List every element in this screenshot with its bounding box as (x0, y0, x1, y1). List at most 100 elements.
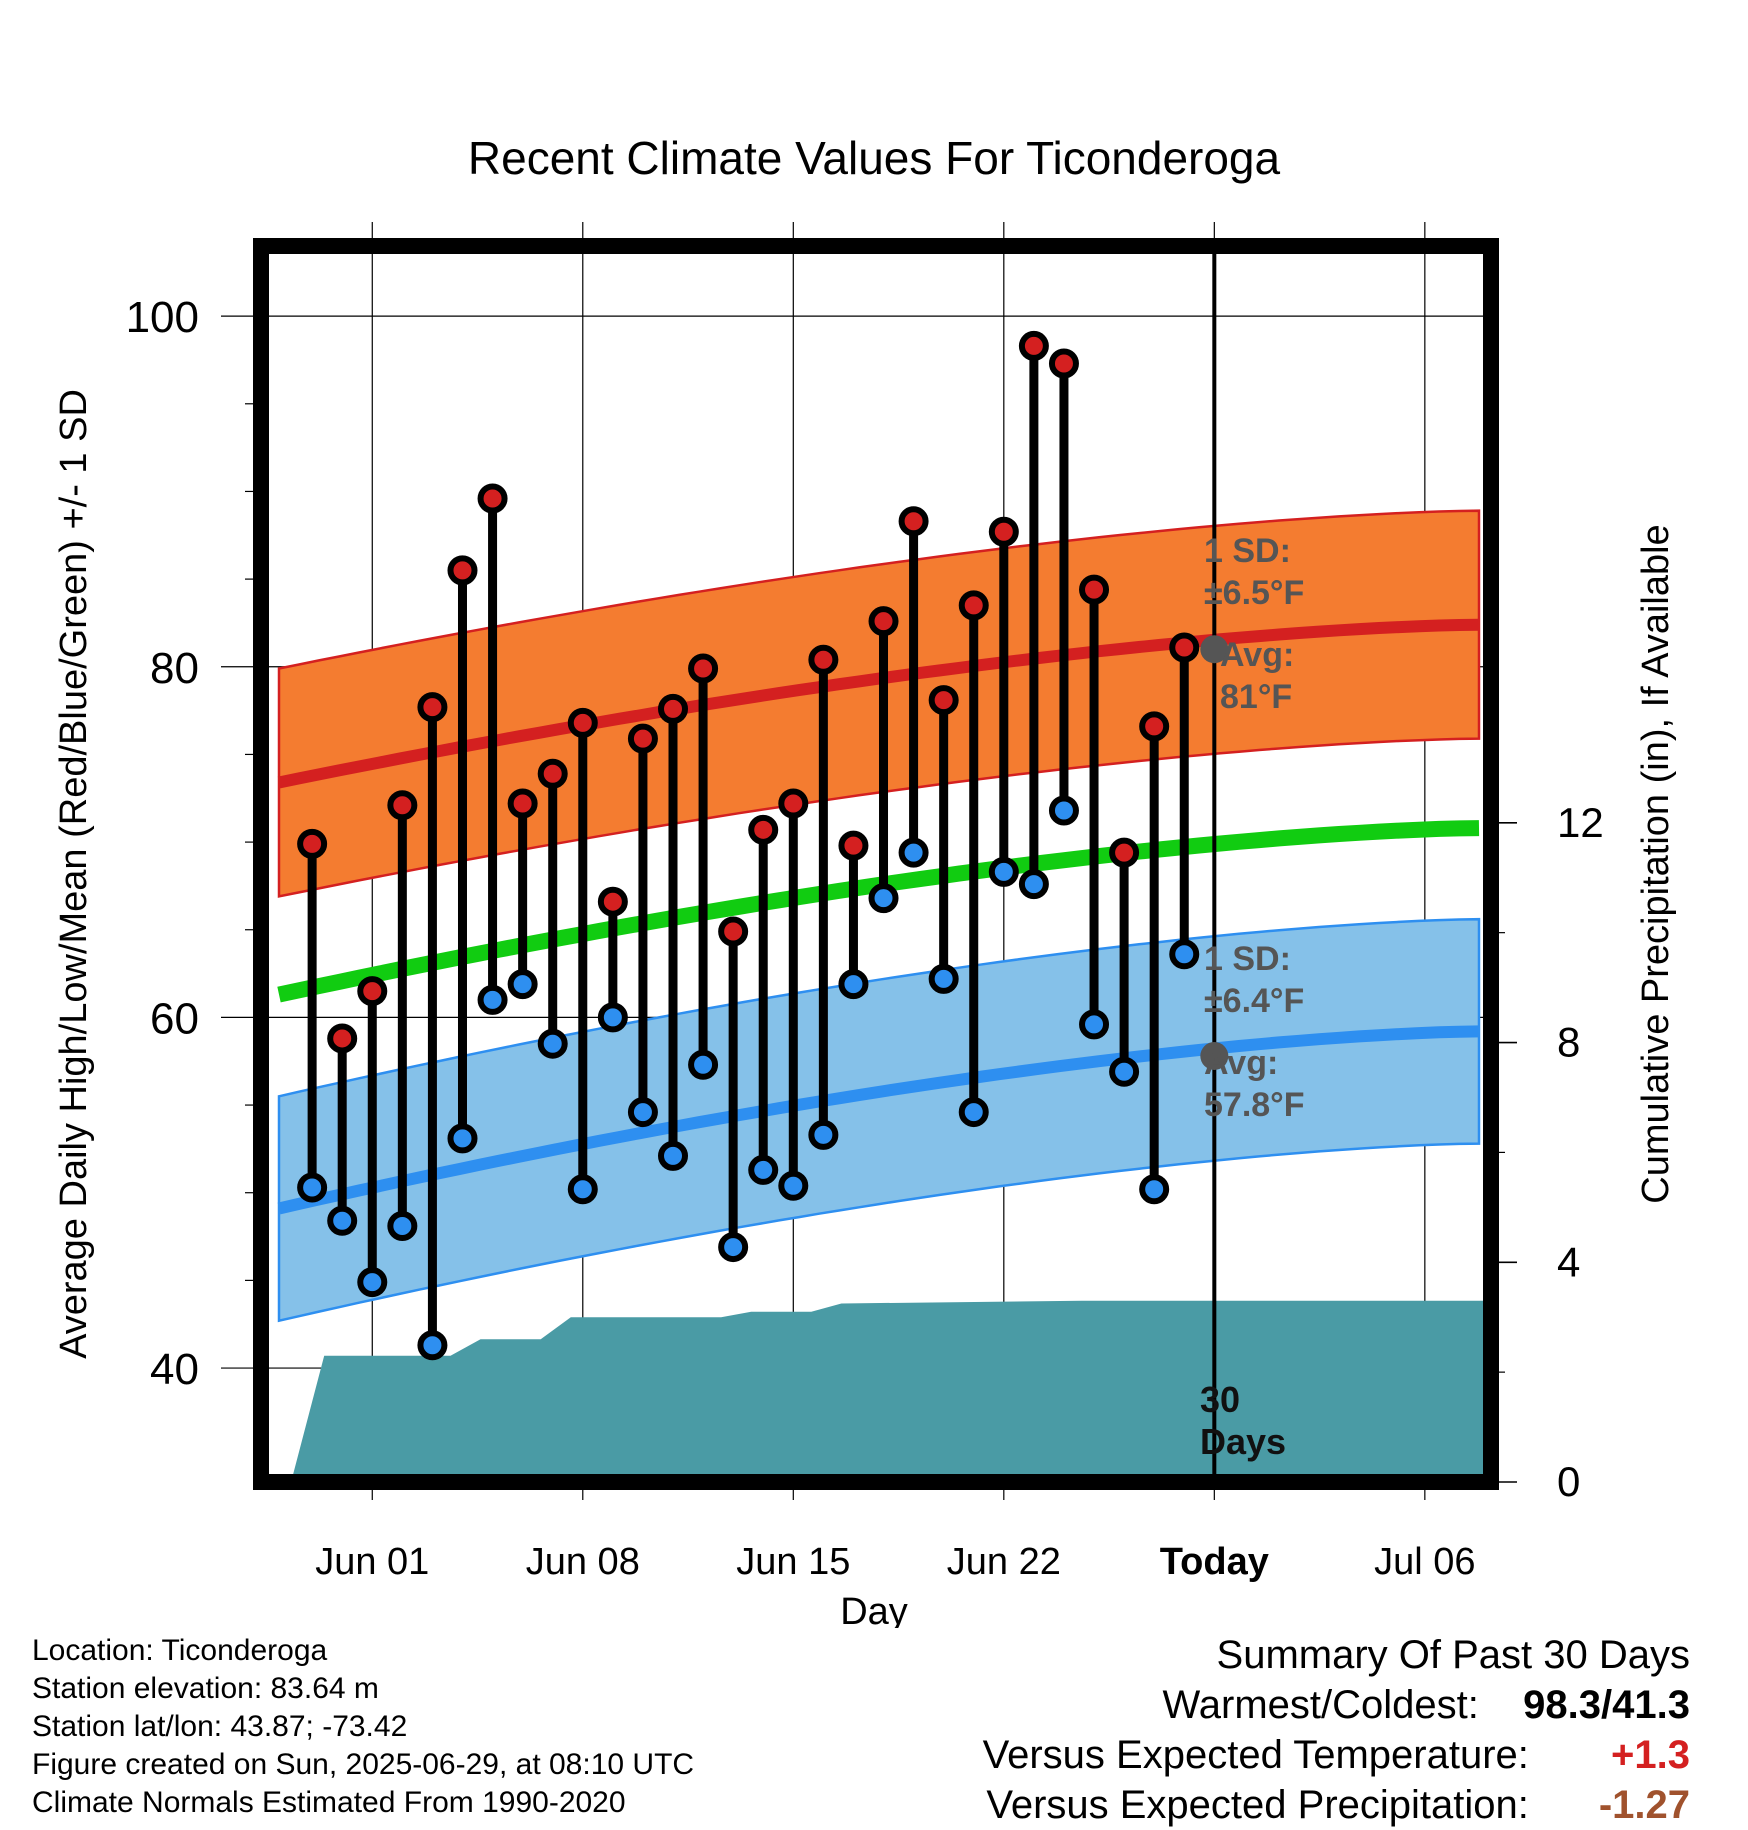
annotations: 1 SD: ±6.5°F Avg: 81°F 1 SD: ±6.4°F Avg:… (1200, 532, 1305, 1462)
high-avg-value: 81°F (1220, 678, 1292, 716)
high-point-12 (658, 693, 689, 724)
high-point-13 (688, 653, 719, 684)
latlon-text: Station lat/lon: 43.87; -73.42 (32, 1710, 408, 1743)
warmest-coldest-row: Warmest/Coldest: 98.3/41.3 (983, 1680, 1691, 1730)
high-avg-label: Avg: (1220, 636, 1294, 674)
high-point-15 (748, 814, 779, 845)
x-tick-label-1: Jun 08 (526, 1541, 640, 1583)
x-axis-label: Day (840, 1591, 908, 1628)
high-sd-value: ±6.5°F (1204, 574, 1304, 612)
summary-panel: Summary Of Past 30 Days Warmest/Coldest:… (983, 1630, 1690, 1830)
precip-departure-label: Versus Expected Precipitation: (986, 1783, 1529, 1827)
low-sd-value: ±6.4°F (1204, 982, 1304, 1020)
x-tick-label-3: Jun 22 (947, 1541, 1061, 1583)
precip-departure-value: -1.27 (1598, 1783, 1690, 1827)
low-point-17 (808, 1119, 839, 1150)
cumulative-precip-area (291, 1300, 1485, 1482)
days-count-number: 30 (1200, 1379, 1240, 1420)
low-avg-label: Avg: (1204, 1044, 1278, 1082)
low-point-22 (958, 1097, 989, 1128)
warmest-coldest-value: 98.3/41.3 (1523, 1683, 1690, 1727)
low-point-29 (1169, 939, 1200, 970)
low-point-27 (1109, 1056, 1140, 1087)
high-point-21 (928, 685, 959, 716)
y-tick-label-40: 40 (150, 1345, 199, 1394)
location-text: Location: Ticonderoga (32, 1634, 328, 1667)
today-marker (1200, 246, 1229, 1482)
high-point-28 (1139, 711, 1170, 742)
high-point-23 (988, 516, 1019, 547)
low-point-12 (658, 1140, 689, 1171)
low-point-15 (748, 1154, 779, 1185)
low-point-24 (1018, 869, 1049, 900)
precipitation-area (291, 1300, 1485, 1482)
high-point-14 (718, 916, 749, 947)
high-point-1 (327, 1023, 358, 1054)
warmest-coldest-label: Warmest/Coldest: (1162, 1683, 1479, 1727)
low-point-6 (477, 984, 508, 1015)
y2-tick-label-12: 12 (1557, 799, 1604, 846)
temp-departure-label: Versus Expected Temperature: (982, 1733, 1529, 1777)
high-point-3 (387, 790, 418, 821)
high-point-16 (778, 788, 809, 819)
low-point-10 (597, 1002, 628, 1033)
high-point-20 (898, 506, 929, 537)
low-point-8 (537, 1028, 568, 1059)
low-point-19 (868, 883, 899, 914)
y-axis-label: Average Daily High/Low/Mean (Red/Blue/Gr… (53, 389, 95, 1359)
x-tick-label-4: Today (1160, 1541, 1269, 1583)
y-tick-label-100: 100 (126, 293, 199, 342)
low-point-26 (1079, 1009, 1110, 1040)
high-point-18 (838, 830, 869, 861)
x-tick-label-5: Jul 06 (1374, 1541, 1475, 1583)
y-tick-label-80: 80 (150, 644, 199, 693)
high-sd-label: 1 SD: (1204, 532, 1291, 570)
high-point-7 (507, 788, 538, 819)
low-point-21 (928, 963, 959, 994)
temp-departure-row: Versus Expected Temperature: +1.3 (983, 1730, 1690, 1780)
low-sd-band (277, 917, 1481, 1323)
low-point-18 (838, 969, 869, 1000)
daily-range-stems (307, 345, 1189, 1346)
low-avg-value: 57.8°F (1204, 1086, 1305, 1124)
y2-tick-label-4: 4 (1557, 1238, 1580, 1285)
normals-text: Climate Normals Estimated From 1990-2020 (32, 1786, 626, 1819)
low-point-3 (387, 1211, 418, 1242)
precip-departure-row: Versus Expected Precipitation: -1.27 (983, 1780, 1690, 1830)
normal-high-line (277, 618, 1480, 789)
low-point-23 (988, 856, 1019, 887)
low-point-9 (567, 1174, 598, 1205)
low-point-13 (688, 1049, 719, 1080)
daily-points (297, 330, 1200, 1361)
high-point-22 (958, 590, 989, 621)
high-point-29 (1169, 632, 1200, 663)
chart-title: Recent Climate Values For Ticonderoga (468, 132, 1281, 184)
low-point-2 (357, 1267, 388, 1298)
low-point-7 (507, 969, 538, 1000)
high-point-24 (1018, 330, 1049, 361)
low-point-4 (417, 1330, 448, 1361)
created-text: Figure created on Sun, 2025-06-29, at 08… (32, 1748, 695, 1781)
plot-frame (253, 238, 1499, 1490)
high-point-0 (297, 828, 328, 859)
high-point-2 (357, 976, 388, 1007)
high-point-19 (868, 606, 899, 637)
y2-axis-label: Cumulative Precipitation (in), If Availa… (1635, 524, 1677, 1203)
elevation-text: Station elevation: 83.64 m (32, 1672, 379, 1705)
high-point-9 (567, 707, 598, 738)
low-point-28 (1139, 1174, 1170, 1205)
y2-tick-label-0: 0 (1557, 1458, 1580, 1505)
low-point-14 (718, 1232, 749, 1263)
normal-low-line (277, 1025, 1480, 1215)
y-tick-label-60: 60 (150, 994, 199, 1043)
low-point-5 (447, 1123, 478, 1154)
y2-tick-label-8: 8 (1557, 1019, 1580, 1066)
temp-departure-value: +1.3 (1611, 1733, 1690, 1777)
high-point-4 (417, 692, 448, 723)
high-point-8 (537, 758, 568, 789)
days-count-label: Days (1200, 1421, 1286, 1462)
high-point-5 (447, 555, 478, 586)
high-point-11 (627, 723, 658, 754)
high-point-17 (808, 644, 839, 675)
